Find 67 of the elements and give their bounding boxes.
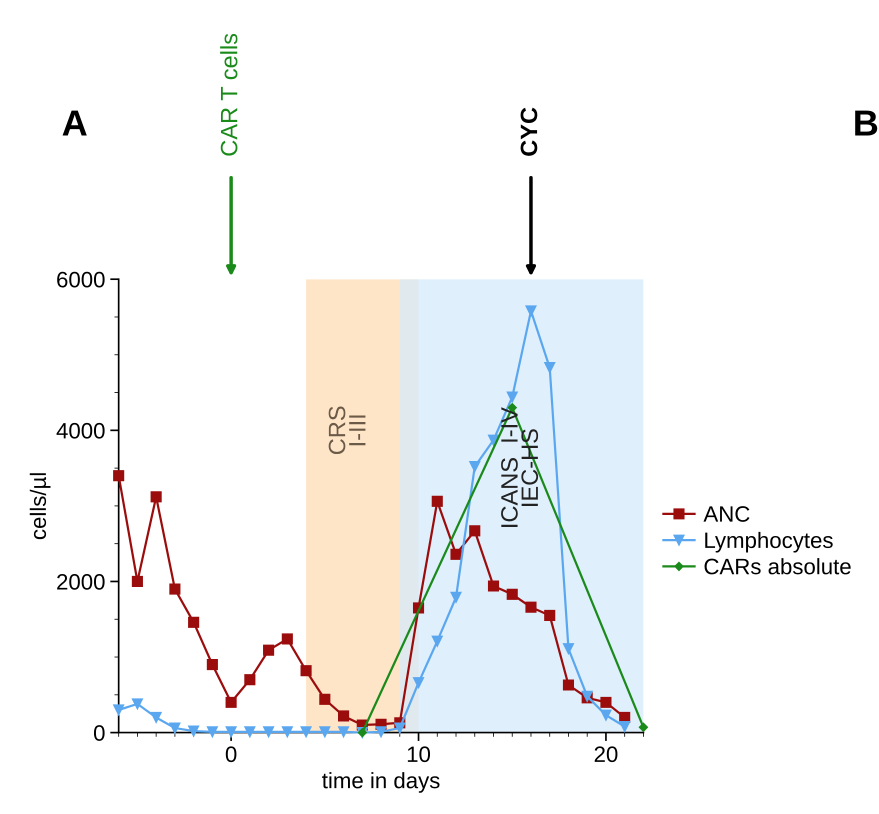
point bbox=[488, 580, 500, 592]
legend-label: Lymphocytes bbox=[705, 532, 833, 553]
text: A bbox=[62, 110, 87, 136]
point bbox=[450, 592, 462, 603]
point bbox=[432, 636, 443, 647]
point bbox=[282, 633, 293, 644]
x-tick-label: 20 bbox=[594, 746, 618, 762]
point bbox=[132, 576, 143, 588]
point bbox=[450, 548, 462, 560]
legend-label: CARs absolute bbox=[704, 558, 851, 574]
point bbox=[300, 726, 312, 738]
point bbox=[319, 694, 330, 705]
point bbox=[469, 525, 480, 536]
point bbox=[263, 726, 274, 738]
point bbox=[206, 726, 218, 738]
point bbox=[432, 496, 443, 507]
point bbox=[506, 588, 518, 600]
point bbox=[150, 491, 162, 502]
point bbox=[488, 434, 500, 446]
point bbox=[169, 722, 180, 734]
point bbox=[469, 461, 480, 472]
point bbox=[562, 679, 574, 691]
point bbox=[150, 712, 162, 724]
point bbox=[244, 726, 256, 738]
legend-label: ANC bbox=[703, 506, 750, 522]
point bbox=[188, 726, 200, 737]
point bbox=[206, 659, 218, 670]
point bbox=[525, 602, 537, 613]
point bbox=[263, 644, 274, 656]
x-tick-label: 0 bbox=[226, 746, 236, 762]
band-label: ICANS I-IV IEC-HS bbox=[501, 407, 538, 527]
point bbox=[113, 470, 124, 482]
point bbox=[244, 674, 256, 686]
y-tick-label: 0 bbox=[94, 725, 105, 741]
point bbox=[638, 722, 648, 732]
point bbox=[226, 696, 237, 708]
point bbox=[544, 610, 556, 622]
text: B bbox=[855, 110, 878, 136]
point bbox=[338, 710, 350, 722]
point bbox=[282, 726, 293, 738]
point bbox=[226, 726, 237, 738]
x-tick-label: 10 bbox=[408, 746, 430, 762]
point bbox=[169, 583, 180, 595]
y-tick-label: 2000 bbox=[57, 574, 105, 590]
point bbox=[600, 696, 612, 708]
point bbox=[525, 305, 537, 316]
y-tick-label: 6000 bbox=[57, 272, 105, 288]
y-axis-title: cells/µl bbox=[30, 473, 50, 540]
point bbox=[132, 698, 143, 710]
point bbox=[412, 677, 424, 688]
y-tick-label: 4000 bbox=[56, 422, 105, 439]
point bbox=[375, 726, 387, 738]
point bbox=[113, 704, 124, 716]
point bbox=[544, 362, 556, 374]
point bbox=[619, 721, 630, 732]
point bbox=[600, 710, 612, 721]
band-label: CRS I-III bbox=[328, 406, 366, 454]
point bbox=[506, 392, 518, 403]
point bbox=[319, 726, 330, 738]
x-axis-title: time in days bbox=[322, 772, 440, 793]
text: CYC bbox=[520, 108, 538, 156]
point bbox=[188, 616, 200, 628]
text: CAR T cells bbox=[220, 34, 238, 156]
point bbox=[562, 643, 574, 654]
point bbox=[394, 722, 406, 734]
point bbox=[338, 726, 350, 738]
point bbox=[300, 665, 312, 676]
